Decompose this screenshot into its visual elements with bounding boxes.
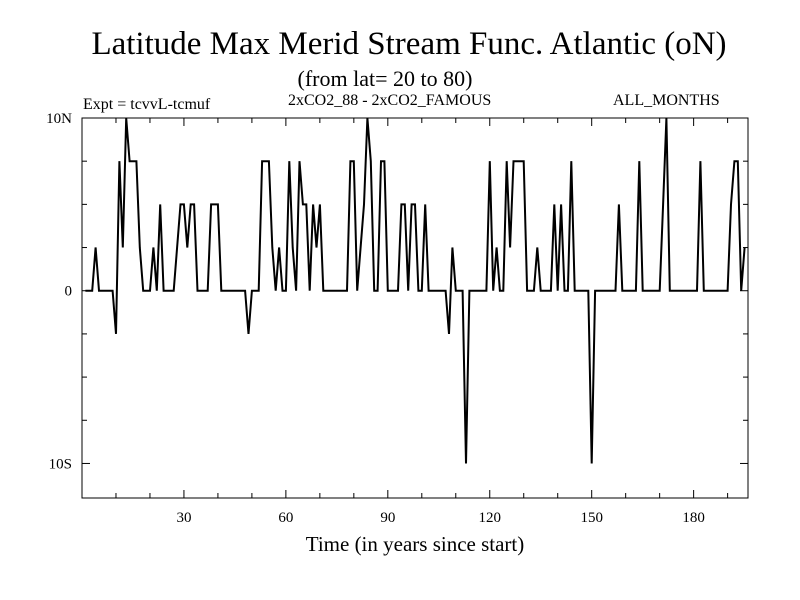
y-tick-label: 0 xyxy=(65,284,73,300)
y-tick-label: 10N xyxy=(46,111,72,127)
chart-title: Latitude Max Merid Stream Func. Atlantic… xyxy=(91,26,727,62)
x-tick-label: 90 xyxy=(380,510,395,526)
chart-subtitle: (from lat= 20 to 80) xyxy=(297,66,473,91)
plot-frame xyxy=(81,117,749,499)
x-axis-label: Time (in years since start) xyxy=(305,532,525,556)
x-tick-label: 180 xyxy=(682,510,705,526)
x-tick-label: 120 xyxy=(479,510,502,526)
x-tick-label: 150 xyxy=(580,510,603,526)
x-tick-label: 60 xyxy=(278,510,293,526)
y-tick-label: 10S xyxy=(49,456,72,472)
experiment-label: Expt = tcvvL-tcmuf xyxy=(83,96,211,113)
x-tick-label: 30 xyxy=(176,510,191,526)
series-line-1 xyxy=(85,117,746,464)
difference-label: 2xCO2_88 - 2xCO2_FAMOUS xyxy=(288,92,492,109)
months-label: ALL_MONTHS xyxy=(613,92,720,109)
